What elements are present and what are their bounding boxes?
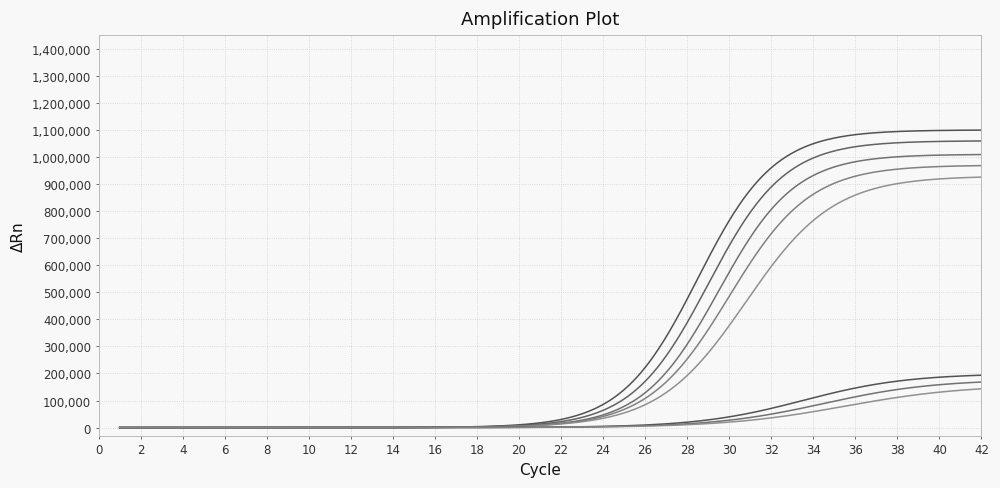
Y-axis label: ΔRn: ΔRn	[11, 221, 26, 251]
X-axis label: Cycle: Cycle	[519, 462, 561, 477]
Title: Amplification Plot: Amplification Plot	[461, 11, 619, 29]
